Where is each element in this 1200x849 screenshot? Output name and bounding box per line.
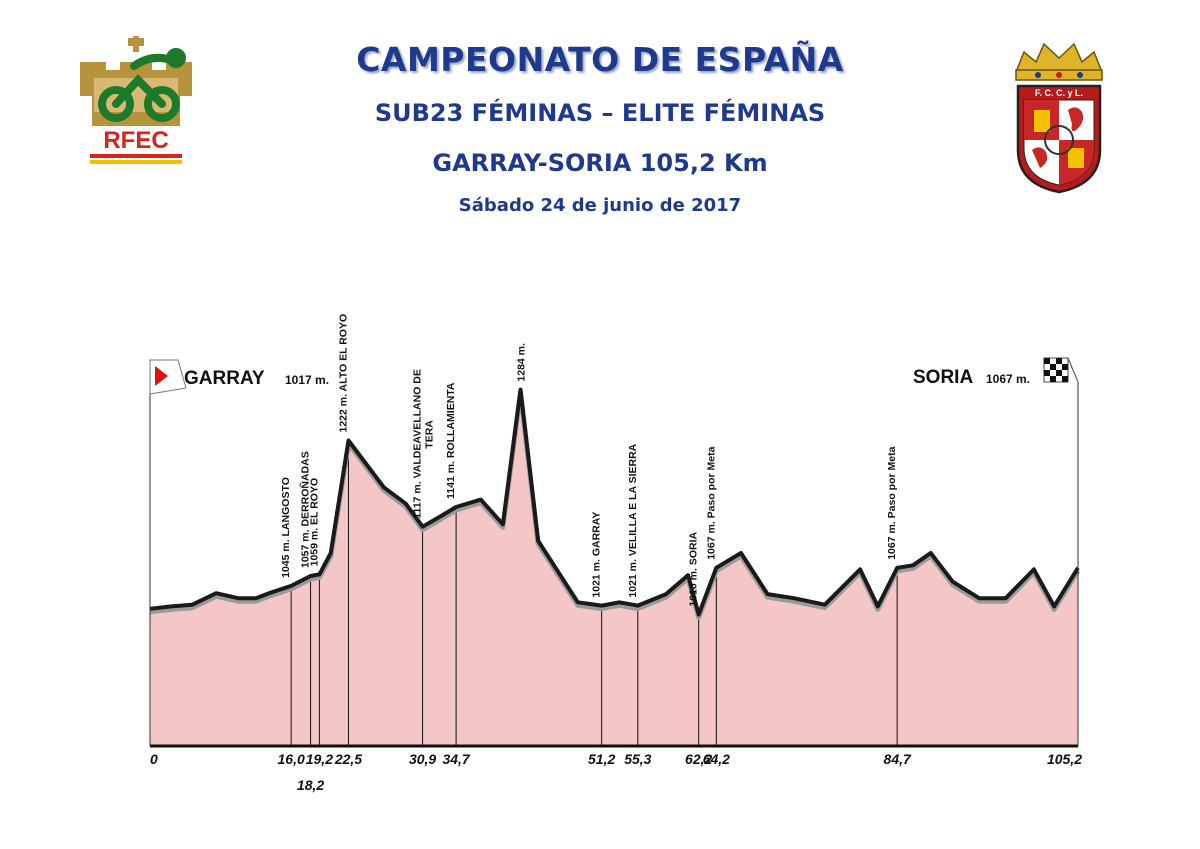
peak-label: 1284 m. (516, 343, 528, 382)
checker-square (1044, 358, 1050, 364)
rfec-logo: RFEC (80, 36, 192, 164)
shield-icon (1016, 84, 1102, 194)
x-tick-label: 62,2 (685, 751, 712, 767)
checker-square (1056, 370, 1062, 376)
marker-label: TERA (424, 420, 436, 449)
crown-icon (1014, 42, 1104, 81)
fccyl-logo-text: F. C. C. y L. (1035, 88, 1083, 98)
start-name: GARRAY (184, 368, 265, 389)
finish-altitude: 1067 m. (986, 372, 1030, 386)
x-tick-label: 55,3 (624, 751, 651, 767)
marker-label: 1021 m. VELILLA E LA SIERRA (627, 443, 639, 597)
finish-name: SORIA (913, 367, 973, 388)
x-tick-label: 64,2 (703, 751, 730, 767)
x-tick-label: 105,2 (1047, 751, 1082, 767)
checker-square (1050, 364, 1056, 370)
marker-label: 1141 m. ROLLAMIENTA (445, 382, 457, 499)
checkered-flag-icon (1043, 357, 1079, 383)
checker-square (1056, 358, 1062, 364)
x-tick-label: 16,0 (278, 751, 305, 767)
rfec-logo-text: RFEC (103, 127, 168, 154)
x-tick-label: 84,7 (884, 751, 912, 767)
marker-label: 1067 m. Paso por Meta (886, 446, 898, 559)
profile-line (149, 387, 1080, 617)
marker-label: 1222 m. ALTO EL ROYO (338, 314, 350, 433)
checker-square (1044, 370, 1050, 376)
race-date: Sábado 24 de junio de 2017 (458, 195, 742, 216)
checker-square (1050, 376, 1056, 382)
start-altitude: 1017 m. (285, 373, 329, 387)
x-tick-label: 34,7 (442, 751, 470, 767)
x-tick-label: 30,9 (409, 751, 436, 767)
category-subtitle: SUB23 FÉMINAS – ELITE FÉMINAS (374, 99, 826, 127)
x-tick-label: 0 (150, 751, 158, 767)
x-tick-label: 18,2 (297, 777, 324, 793)
marker-label: 1117 m. VALDEAVELLANO DE (412, 369, 424, 519)
profile-shadow (149, 390, 1081, 621)
fccyl-logo: F. C. C. y L. (1014, 42, 1104, 194)
flag-edge (1067, 357, 1079, 383)
marker-label: 1057 m. DERROÑADAS (299, 451, 312, 568)
marker-label: 1067 m. Paso por Meta (705, 446, 717, 559)
checker-square (1062, 364, 1068, 370)
marker-label: 1059 m. EL ROYO (308, 478, 320, 567)
profile-area (150, 389, 1078, 746)
page-title: CAMPEONATO DE ESPAÑA (356, 40, 844, 79)
start-flag-icon (149, 359, 187, 395)
cyclist-icon (98, 48, 186, 122)
marker-label: 1021 m. GARRAY (591, 512, 603, 598)
x-tick-label: 19,2 (306, 751, 333, 767)
marker-label: 1045 m. LANGOSTO (280, 477, 292, 578)
x-tick-label: 22,5 (334, 751, 362, 767)
checker-square (1062, 376, 1068, 382)
marker-label: 1010 m. SORIA (688, 531, 700, 606)
route-subtitle: GARRAY-SORIA 105,2 Km (432, 149, 768, 177)
x-tick-label: 51,2 (588, 751, 615, 767)
